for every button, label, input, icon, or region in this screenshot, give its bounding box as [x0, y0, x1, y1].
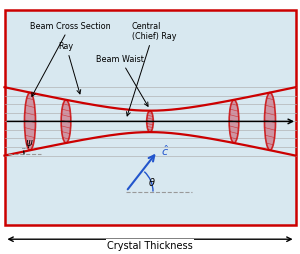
Ellipse shape: [61, 100, 71, 144]
Ellipse shape: [265, 93, 275, 151]
Text: Beam Cross Section: Beam Cross Section: [30, 22, 111, 97]
Text: Beam Waist: Beam Waist: [96, 55, 148, 107]
Text: Central
(Chief) Ray: Central (Chief) Ray: [127, 22, 176, 117]
Text: Crystal Thickness: Crystal Thickness: [107, 241, 193, 250]
Text: $\theta$: $\theta$: [148, 175, 156, 187]
Text: Ray: Ray: [58, 42, 81, 94]
Text: $\psi$: $\psi$: [25, 137, 34, 149]
Ellipse shape: [229, 100, 239, 144]
Text: $\hat{c}$: $\hat{c}$: [161, 143, 169, 158]
Ellipse shape: [147, 111, 153, 133]
Polygon shape: [4, 11, 296, 225]
Text: #000000: #000000: [22, 147, 28, 148]
Ellipse shape: [25, 93, 35, 151]
